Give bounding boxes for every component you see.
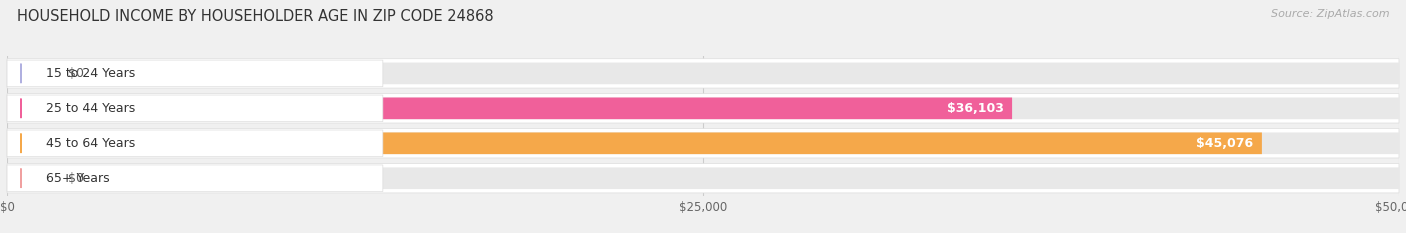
FancyBboxPatch shape	[7, 130, 382, 157]
Text: $0: $0	[69, 67, 84, 80]
Text: Source: ZipAtlas.com: Source: ZipAtlas.com	[1271, 9, 1389, 19]
Text: HOUSEHOLD INCOME BY HOUSEHOLDER AGE IN ZIP CODE 24868: HOUSEHOLD INCOME BY HOUSEHOLDER AGE IN Z…	[17, 9, 494, 24]
FancyBboxPatch shape	[7, 97, 1012, 119]
FancyBboxPatch shape	[7, 97, 1399, 119]
FancyBboxPatch shape	[7, 62, 58, 84]
Text: 15 to 24 Years: 15 to 24 Years	[46, 67, 135, 80]
FancyBboxPatch shape	[7, 165, 382, 192]
FancyBboxPatch shape	[7, 132, 1399, 154]
FancyBboxPatch shape	[7, 164, 1399, 193]
Text: 25 to 44 Years: 25 to 44 Years	[46, 102, 135, 115]
FancyBboxPatch shape	[7, 62, 1399, 84]
FancyBboxPatch shape	[7, 132, 1263, 154]
Text: 65+ Years: 65+ Years	[46, 172, 110, 185]
FancyBboxPatch shape	[7, 94, 1399, 123]
FancyBboxPatch shape	[7, 60, 382, 87]
FancyBboxPatch shape	[7, 129, 1399, 158]
Text: $36,103: $36,103	[946, 102, 1004, 115]
Text: $0: $0	[69, 172, 84, 185]
Text: 45 to 64 Years: 45 to 64 Years	[46, 137, 135, 150]
Text: $45,076: $45,076	[1197, 137, 1254, 150]
FancyBboxPatch shape	[7, 167, 1399, 189]
FancyBboxPatch shape	[7, 59, 1399, 88]
FancyBboxPatch shape	[7, 167, 58, 189]
FancyBboxPatch shape	[7, 95, 382, 122]
